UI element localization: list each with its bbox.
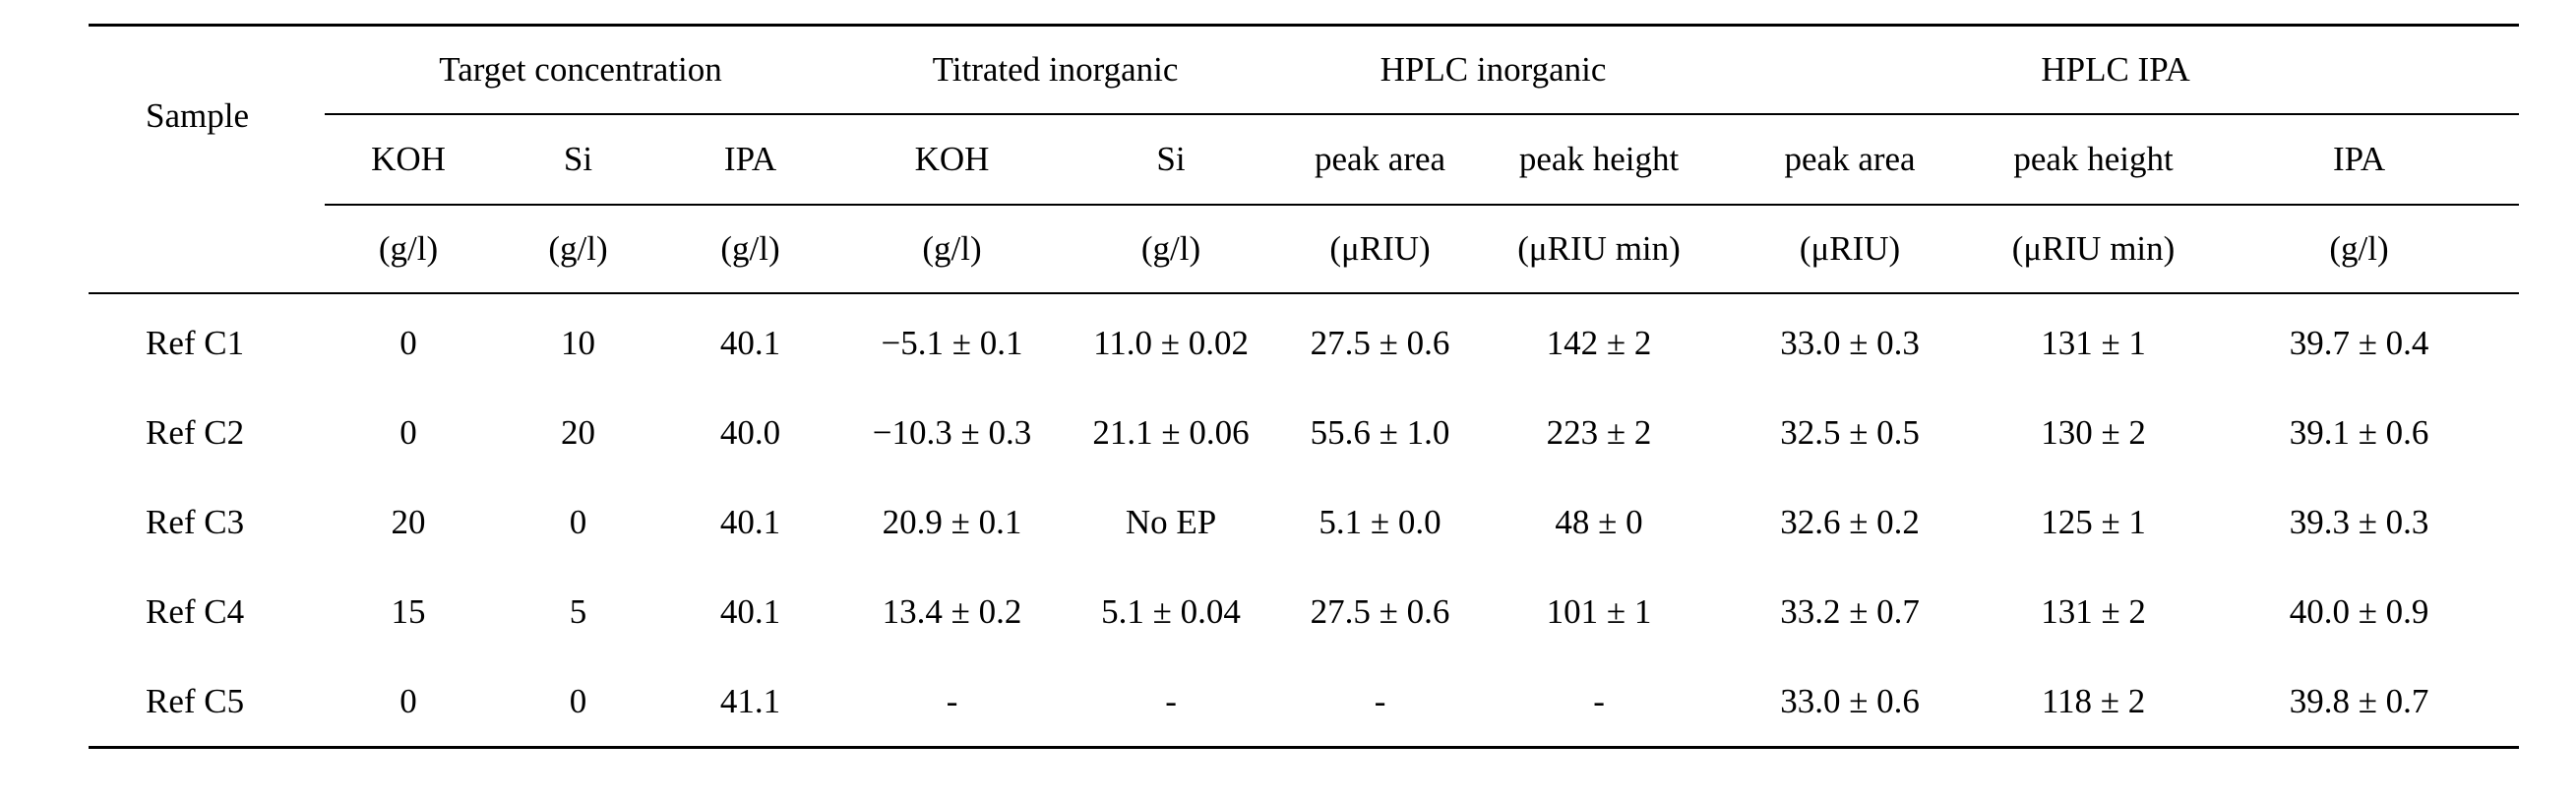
column-unit: (μRIU min) <box>1988 205 2200 294</box>
table-cell: 131 ± 2 <box>2041 591 2146 631</box>
table-cell: - <box>1068 656 1275 749</box>
column-header: Si <box>492 114 664 206</box>
column-unit: (g/l) <box>492 205 664 294</box>
column-header-row: KOH Si IPA KOH Si peak area peak height … <box>89 114 2520 206</box>
column-header: peak height <box>1988 114 2200 206</box>
table-cell: 48 ± 0 <box>1555 502 1643 541</box>
column-header: peak height <box>1486 114 1713 206</box>
table-row: Ref C2 0 20 40.0 −10.3 ± 0.3 21.1 ± 0.06… <box>89 388 2519 477</box>
table-cell: 0 <box>325 656 492 749</box>
table-cell: 5.1 ± 0.0 <box>1319 502 1441 541</box>
column-unit: (μRIU) <box>1712 205 1989 294</box>
table-cell: 39.1 ± 0.6 <box>2289 412 2429 452</box>
table-cell: 142 ± 2 <box>1546 323 1652 362</box>
table-cell: 41.1 <box>664 656 837 749</box>
sample-column-header: Sample <box>89 24 325 205</box>
column-unit: (μRIU) <box>1274 205 1487 294</box>
column-header: KOH <box>836 114 1069 206</box>
column-header: IPA <box>664 114 837 206</box>
column-unit: (g/l) <box>836 205 1069 294</box>
table-cell: 10 <box>561 323 595 362</box>
group-header-titrated-inorganic: Titrated inorganic <box>836 24 1275 115</box>
table-cell: 33.2 ± 0.7 <box>1780 591 1920 631</box>
table-cell: 20 <box>391 502 426 541</box>
table-cell: 131 ± 1 <box>2041 323 2146 362</box>
group-header-target-concentration: Target concentration <box>325 24 837 115</box>
column-unit: (g/l) <box>664 205 837 294</box>
table-row: Ref C3 20 0 40.1 20.9 ± 0.1 No EP 5.1 ± … <box>89 477 2519 567</box>
table-cell: 27.5 ± 0.6 <box>1310 591 1450 631</box>
results-table-wrapper: Sample Target concentration Titrated ino… <box>89 24 2520 749</box>
table-cell: 40.1 <box>719 591 781 631</box>
table-cell: 40.0 <box>719 412 781 452</box>
table-cell: 32.6 ± 0.2 <box>1780 502 1920 541</box>
sample-name: Ref C5 <box>89 656 325 749</box>
table-cell: 13.4 ± 0.2 <box>882 591 1022 631</box>
table-cell: - <box>1274 656 1487 749</box>
sample-units-cell <box>89 205 325 294</box>
table-cell: 5 <box>569 591 587 631</box>
table-cell: 40.1 <box>719 323 781 362</box>
table-cell: 32.5 ± 0.5 <box>1780 412 1920 452</box>
results-table: Sample Target concentration Titrated ino… <box>89 24 2520 749</box>
table-cell: 5.1 ± 0.04 <box>1101 591 1241 631</box>
table-cell: 0 <box>399 412 417 452</box>
column-header: peak area <box>1712 114 1989 206</box>
column-unit: (g/l) <box>1068 205 1275 294</box>
table-cell: 55.6 ± 1.0 <box>1310 412 1450 452</box>
table-cell: 101 ± 1 <box>1546 591 1652 631</box>
table-cell: 33.0 ± 0.3 <box>1780 323 1920 362</box>
table-row: Ref C5 0 0 41.1 - - - - 33.0 ± 0.6 118 ±… <box>89 656 2520 749</box>
sample-name: Ref C3 <box>146 502 245 541</box>
sample-name: Ref C4 <box>146 591 245 631</box>
column-unit: (μRIU min) <box>1486 205 1713 294</box>
table-cell: 223 ± 2 <box>1546 412 1652 452</box>
table-cell: −10.3 ± 0.3 <box>872 412 1032 452</box>
group-header-hplc-inorganic: HPLC inorganic <box>1274 24 1713 115</box>
column-unit: (g/l) <box>2199 205 2520 294</box>
table-cell: 130 ± 2 <box>2041 412 2146 452</box>
table-cell: 33.0 ± 0.6 <box>1712 656 1989 749</box>
units-row: (g/l) (g/l) (g/l) (g/l) (g/l) (μRIU) (μR… <box>89 205 2520 294</box>
table-cell: 11.0 ± 0.02 <box>1093 323 1249 362</box>
table-cell: No EP <box>1125 502 1217 541</box>
column-header: IPA <box>2199 114 2520 206</box>
table-row: Ref C1 0 10 40.1 −5.1 ± 0.1 11.0 ± 0.02 … <box>89 293 2519 388</box>
table-cell: 40.0 ± 0.9 <box>2289 591 2429 631</box>
table-cell: 118 ± 2 <box>1988 656 2200 749</box>
table-cell: −5.1 ± 0.1 <box>881 323 1023 362</box>
table-cell: 20.9 ± 0.1 <box>882 502 1022 541</box>
group-header-hplc-ipa: HPLC IPA <box>1712 24 2520 115</box>
table-cell: 27.5 ± 0.6 <box>1310 323 1450 362</box>
group-header-row: Sample Target concentration Titrated ino… <box>89 24 2520 205</box>
table-cell: - <box>836 656 1069 749</box>
sample-name: Ref C1 <box>146 323 245 362</box>
table-cell: 21.1 ± 0.06 <box>1092 412 1250 452</box>
sample-name: Ref C2 <box>146 412 245 452</box>
column-unit: (g/l) <box>325 205 492 294</box>
table-cell: 40.1 <box>719 502 781 541</box>
table-cell: - <box>1486 656 1713 749</box>
table-row: Ref C4 15 5 40.1 13.4 ± 0.2 5.1 ± 0.04 2… <box>89 567 2519 656</box>
column-header: KOH <box>325 114 492 206</box>
table-cell: 0 <box>492 656 664 749</box>
table-cell: 39.7 ± 0.4 <box>2289 323 2429 362</box>
table-cell: 39.8 ± 0.7 <box>2199 656 2520 749</box>
table-cell: 125 ± 1 <box>2041 502 2146 541</box>
table-cell: 0 <box>399 323 417 362</box>
table-cell: 0 <box>569 502 587 541</box>
table-cell: 15 <box>391 591 426 631</box>
table-cell: 20 <box>561 412 595 452</box>
table-cell: 39.3 ± 0.3 <box>2289 502 2429 541</box>
column-header: peak area <box>1274 114 1487 206</box>
column-header: Si <box>1068 114 1275 206</box>
